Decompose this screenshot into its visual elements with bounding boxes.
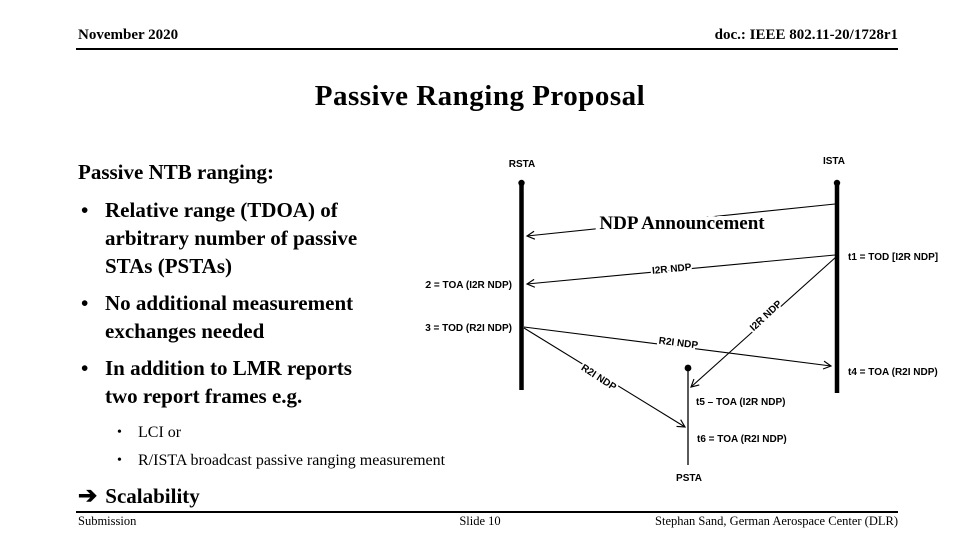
sub-bullet-list: • LCI or • R/ISTA broadcast passive rang… <box>117 419 548 475</box>
ista-label: ISTA <box>823 156 845 167</box>
rsta-lifeline <box>518 179 525 390</box>
i2r-ndp-arrow <box>525 254 836 288</box>
slide-title: Passive Ranging Proposal <box>314 80 646 112</box>
t2-timestamp: t2 = TOA (I2R NDP) <box>425 280 512 291</box>
bullet-item: • Relative range (TDOA) of arbitrary num… <box>78 196 378 280</box>
bullet-item: • In addition to LMR reports two report … <box>78 354 378 410</box>
sub-bullet-item: • R/ISTA broadcast passive ranging measu… <box>117 447 548 475</box>
bullet-glyph: • <box>81 198 89 222</box>
header-rule <box>76 48 898 50</box>
bullet-text: Relative range (TDOA) of arbitrary numbe… <box>105 198 358 278</box>
main-bullet-list: • Relative range (TDOA) of arbitrary num… <box>78 196 378 410</box>
ndp-announcement-label: NDP Announcement <box>599 213 765 234</box>
footer-author: Stephan Sand, German Aerospace Center (D… <box>655 514 898 528</box>
header-date: November 2020 <box>78 27 179 43</box>
r2i-ndp-label: R2I NDP <box>658 336 699 352</box>
r2i-ndp-arrow <box>523 326 833 370</box>
t4-timestamp: t4 = TOA (R2I NDP) <box>848 367 938 378</box>
bullet-item: • No additional measurement exchanges ne… <box>78 289 378 345</box>
psta-label: PSTA <box>676 473 702 484</box>
sequence-diagram: RSTA ISTA PSTA NDP Announcement I2R NDP … <box>425 156 940 484</box>
body-text-block: Passive NTB ranging: • Relative range (T… <box>78 158 548 510</box>
body-lead: Passive NTB ranging: <box>78 160 275 184</box>
bullet-glyph: • <box>81 356 89 380</box>
rsta-label: RSTA <box>509 159 535 170</box>
footer-submission: Submission <box>78 514 137 528</box>
bullet-glyph: • <box>117 425 122 440</box>
bullet-text: No additional measurement exchanges need… <box>105 291 354 343</box>
footer-rule <box>76 511 898 513</box>
conclusion-text: Scalability <box>105 484 200 508</box>
t3-timestamp: t3 = TOD (R2I NDP) <box>425 323 512 334</box>
i2r-ndp-label: I2R NDP <box>652 262 693 277</box>
sub-bullet-text: R/ISTA broadcast passive ranging measure… <box>138 452 446 469</box>
ndp-announcement-arrow <box>525 203 836 240</box>
sub-bullet-item: • LCI or <box>117 419 548 447</box>
sub-bullet-text: LCI or <box>138 424 182 441</box>
t5-timestamp: t5 – TOA (I2R NDP) <box>696 397 785 408</box>
psta-lifeline <box>684 364 692 465</box>
bullet-text: In addition to LMR reports two report fr… <box>105 356 352 408</box>
r2i-ndp-diagonal-label: R2I NDP <box>579 363 618 394</box>
bullet-glyph: • <box>117 453 122 468</box>
right-arrow-icon: ➔ <box>78 483 98 508</box>
bullet-glyph: • <box>81 291 89 315</box>
footer-slide-number: Slide 10 <box>459 514 501 528</box>
i2r-ndp-diagonal-label: I2R NDP <box>748 298 785 333</box>
ista-lifeline <box>833 179 841 393</box>
t1-timestamp: t1 = TOD [I2R NDP] <box>848 252 938 263</box>
t6-timestamp: t6 = TOA (R2I NDP) <box>697 434 787 445</box>
header-doc-number: doc.: IEEE 802.11-20/1728r1 <box>714 27 898 43</box>
conclusion-line: ➔ Scalability <box>78 482 548 510</box>
r2i-ndp-to-psta-arrow <box>523 327 687 428</box>
i2r-ndp-to-psta-arrow <box>690 256 837 388</box>
